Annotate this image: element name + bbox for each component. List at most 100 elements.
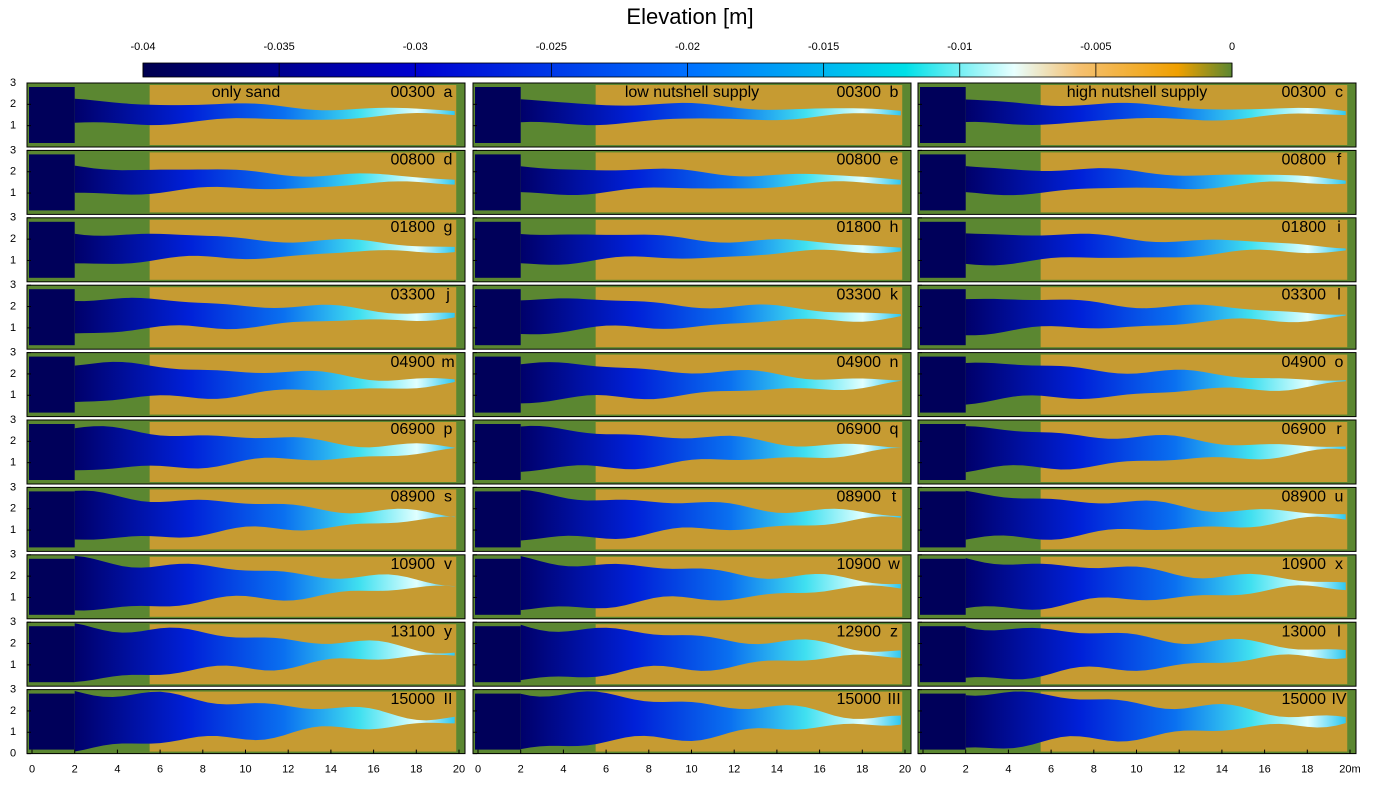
panel-frame xyxy=(472,486,912,552)
panel-frame xyxy=(26,621,466,687)
y-tick-label: 2 xyxy=(10,300,16,312)
y-tick-label: 3 xyxy=(10,616,16,628)
panel-frame xyxy=(917,621,1357,687)
x-tick-label: 8 xyxy=(646,764,652,776)
panel-frame xyxy=(472,621,912,687)
panel-time: 13100 xyxy=(391,623,436,640)
panel-letter: y xyxy=(444,623,452,640)
panel-letter: m xyxy=(441,354,454,371)
channel xyxy=(965,99,1346,125)
y-tick-label: 2 xyxy=(10,570,16,582)
inlet-basin xyxy=(475,87,521,143)
panel-letter: p xyxy=(444,421,453,438)
colorbar-tick-label: -0.01 xyxy=(947,41,972,53)
x-tick-label: 2 xyxy=(518,764,524,776)
x-tick-label: 6 xyxy=(157,764,163,776)
channel xyxy=(74,98,455,126)
panel-time: 08900 xyxy=(391,489,436,506)
inlet-basin xyxy=(475,424,521,480)
x-tick-label: 16 xyxy=(367,764,379,776)
panel-time: 00800 xyxy=(837,152,882,169)
channel xyxy=(74,233,455,264)
x-tick-label: 0 xyxy=(29,764,35,776)
colorbar-tick-label: -0.025 xyxy=(536,41,567,53)
panel-frame xyxy=(26,352,466,418)
panel-frame xyxy=(472,554,912,620)
panel-frame xyxy=(472,149,912,215)
inlet-basin xyxy=(920,154,966,211)
panel-frame xyxy=(26,149,466,215)
panel-letter: x xyxy=(1335,556,1343,573)
panel-frame xyxy=(26,284,466,350)
x-tick-label: 8 xyxy=(200,764,206,776)
x-tick-label: 4 xyxy=(1005,764,1011,776)
panel-letter: a xyxy=(444,84,453,101)
panel-frame xyxy=(917,554,1357,620)
inlet-basin xyxy=(29,626,75,683)
y-tick-label: 2 xyxy=(10,435,16,447)
inlet-basin xyxy=(920,693,966,750)
inlet-basin xyxy=(920,221,966,278)
panel-frame xyxy=(26,82,466,148)
channel xyxy=(74,165,455,195)
y-tick-label: 1 xyxy=(10,389,16,401)
panel-letter: j xyxy=(445,286,450,303)
y-tick-label: 2 xyxy=(10,166,16,178)
channel xyxy=(520,624,901,681)
x-tick-label: 18 xyxy=(410,764,422,776)
panel-letter: IV xyxy=(1331,691,1346,708)
inlet-basin xyxy=(29,87,75,143)
channel xyxy=(74,361,455,403)
y-tick-label: 1 xyxy=(10,659,16,671)
x-tick-label: 4 xyxy=(560,764,566,776)
channel xyxy=(520,234,901,265)
y-tick-label: 1 xyxy=(10,457,16,469)
panel-letter: e xyxy=(890,152,899,169)
panel-letter: g xyxy=(444,219,453,236)
panel-letter: k xyxy=(890,286,899,303)
inlet-basin xyxy=(920,491,966,548)
panel-time: 12900 xyxy=(837,623,882,640)
panel-frame xyxy=(472,419,912,485)
panel-frame xyxy=(917,419,1357,485)
inlet-basin xyxy=(920,289,966,346)
panel-letter: s xyxy=(444,489,452,506)
panel-frame xyxy=(26,554,466,620)
panel-letter: v xyxy=(444,556,452,573)
y-tick-label: 1 xyxy=(10,726,16,738)
x-tick-label: 20 xyxy=(899,764,911,776)
channel xyxy=(520,489,901,541)
panel-letter: d xyxy=(444,152,453,169)
inlet-basin xyxy=(920,87,966,143)
panel-time: 01800 xyxy=(391,219,436,236)
colorbar-title: Elevation [m] xyxy=(626,4,753,29)
panel-time: 06900 xyxy=(391,421,436,438)
x-tick-label: 2 xyxy=(963,764,969,776)
channel xyxy=(74,691,455,752)
panel-time: 10900 xyxy=(1282,556,1327,573)
inlet-basin xyxy=(475,558,521,615)
inlet-basin xyxy=(475,154,521,211)
x-tick-label: 2 xyxy=(72,764,78,776)
colorbar-tick-label: -0.04 xyxy=(130,41,155,53)
channel xyxy=(520,556,901,611)
colorbar-tick-label: -0.015 xyxy=(808,41,839,53)
panel-letter: II xyxy=(444,691,453,708)
panel-frame xyxy=(472,284,912,350)
x-tick-label: 10 xyxy=(685,764,697,776)
panel-time: 06900 xyxy=(1282,421,1327,438)
panel-time: 15000 xyxy=(391,691,436,708)
colorbar-tick-label: -0.03 xyxy=(403,41,428,53)
inlet-basin xyxy=(29,289,75,346)
panel-frame xyxy=(26,486,466,552)
x-tick-label: 4 xyxy=(114,764,120,776)
panel-letter: w xyxy=(887,556,900,573)
x-tick-label: 0 xyxy=(920,764,926,776)
panel-letter: f xyxy=(1337,152,1342,169)
colorbar-tick-label: -0.005 xyxy=(1080,41,1111,53)
channel xyxy=(965,233,1346,266)
panel-letter: c xyxy=(1335,84,1343,101)
channel xyxy=(965,627,1346,680)
panel-time: 04900 xyxy=(1282,354,1327,371)
